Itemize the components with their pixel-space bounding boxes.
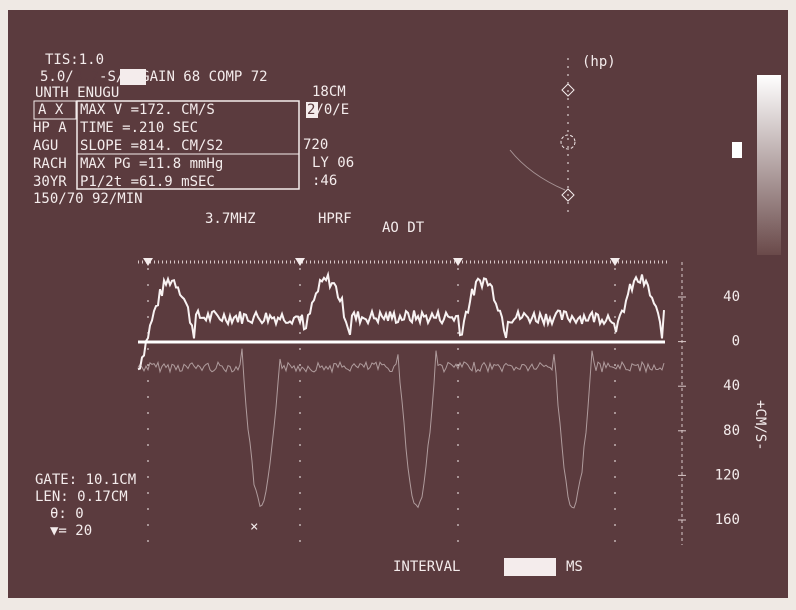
- measure-box: [76, 100, 300, 190]
- scale-tick-label: 0: [732, 334, 740, 350]
- scale-tick-label: 160: [715, 512, 740, 528]
- doppler-spectrum-low: [137, 348, 665, 509]
- scale-tick-label: 40: [723, 378, 740, 394]
- patient-line: A X: [38, 102, 64, 118]
- gate-line: LEN: 0.17CM: [35, 489, 128, 505]
- depth: 18CM: [312, 84, 346, 100]
- highlight: [120, 69, 146, 85]
- tis: TIS:1.0: [45, 52, 104, 68]
- patient-line: RACH: [33, 156, 67, 172]
- screen-bg: [8, 10, 788, 598]
- scale-tick-label: 120: [715, 467, 740, 483]
- gate-marks: [561, 83, 575, 202]
- doppler-spectrum: [137, 270, 665, 371]
- echo: [509, 149, 566, 191]
- triggers: [143, 258, 620, 550]
- freq-line: 5.0/3.7-S/M GAIN 68 COMP 72: [40, 69, 268, 85]
- trigger-mark: [610, 258, 620, 266]
- gate-line: ▼= 20: [50, 523, 92, 539]
- patient-line: HP A: [33, 120, 67, 136]
- info: LY 06: [312, 155, 354, 171]
- map-line: 2/0/E: [307, 102, 349, 118]
- patient-line: 150/70 92/MIN: [33, 191, 143, 207]
- patient-line: AGU: [33, 138, 58, 154]
- box: [33, 100, 77, 120]
- freq: 3.7MHZ: [205, 211, 256, 227]
- interval-unit: MS: [566, 559, 583, 575]
- marker: [732, 142, 742, 158]
- freq-post: -S/M GAIN 68 COMP 72: [99, 69, 268, 85]
- map-hl: 2: [307, 102, 315, 118]
- scale-unit: +CM/S-: [752, 400, 768, 451]
- info: :46: [312, 173, 337, 189]
- scale-tick-label: 80: [723, 423, 740, 439]
- highlight: [306, 102, 318, 118]
- freq-pre: 5.0/: [40, 69, 74, 85]
- cursor: ×: [250, 519, 258, 535]
- highlight: [504, 558, 556, 576]
- measurement: P1/2t =61.9 mSEC: [80, 174, 215, 190]
- interval-value: 3000: [506, 559, 540, 575]
- sector-preview: [509, 58, 576, 215]
- measurement: MAX V =172. CM/S: [80, 102, 215, 118]
- site: UNTH ENUGU: [35, 85, 119, 101]
- info: 720: [303, 137, 328, 153]
- measurement: MAX PG =11.8 mmHg: [80, 156, 223, 172]
- map: /0/E: [315, 102, 349, 118]
- prf: HPRF: [318, 211, 352, 227]
- gray-scale-bar: [757, 75, 781, 255]
- interval-label: INTERVAL: [393, 559, 460, 575]
- probe-icon: (hp): [582, 54, 616, 70]
- measurement: SLOPE =814. CM/S2: [80, 138, 223, 154]
- trigger-mark: [295, 258, 305, 266]
- gate-line: θ: 0: [50, 506, 84, 522]
- scale-tick-label: 40: [723, 289, 740, 305]
- mode-label: AO DT: [382, 220, 425, 236]
- measurement: TIME =.210 SEC: [80, 120, 198, 136]
- velocity-scale: 40 0 40 80 120 160: [678, 289, 740, 528]
- gate-line: GATE: 10.1CM: [35, 472, 136, 488]
- trigger-mark: [453, 258, 463, 266]
- freq-hl: 3.7: [74, 69, 99, 85]
- measurements: MAX V =172. CM/S TIME =.210 SEC SLOPE =814…: [80, 102, 223, 190]
- trigger-mark: [143, 258, 153, 266]
- patient-line: 30YR: [33, 174, 67, 190]
- gate: [560, 134, 576, 150]
